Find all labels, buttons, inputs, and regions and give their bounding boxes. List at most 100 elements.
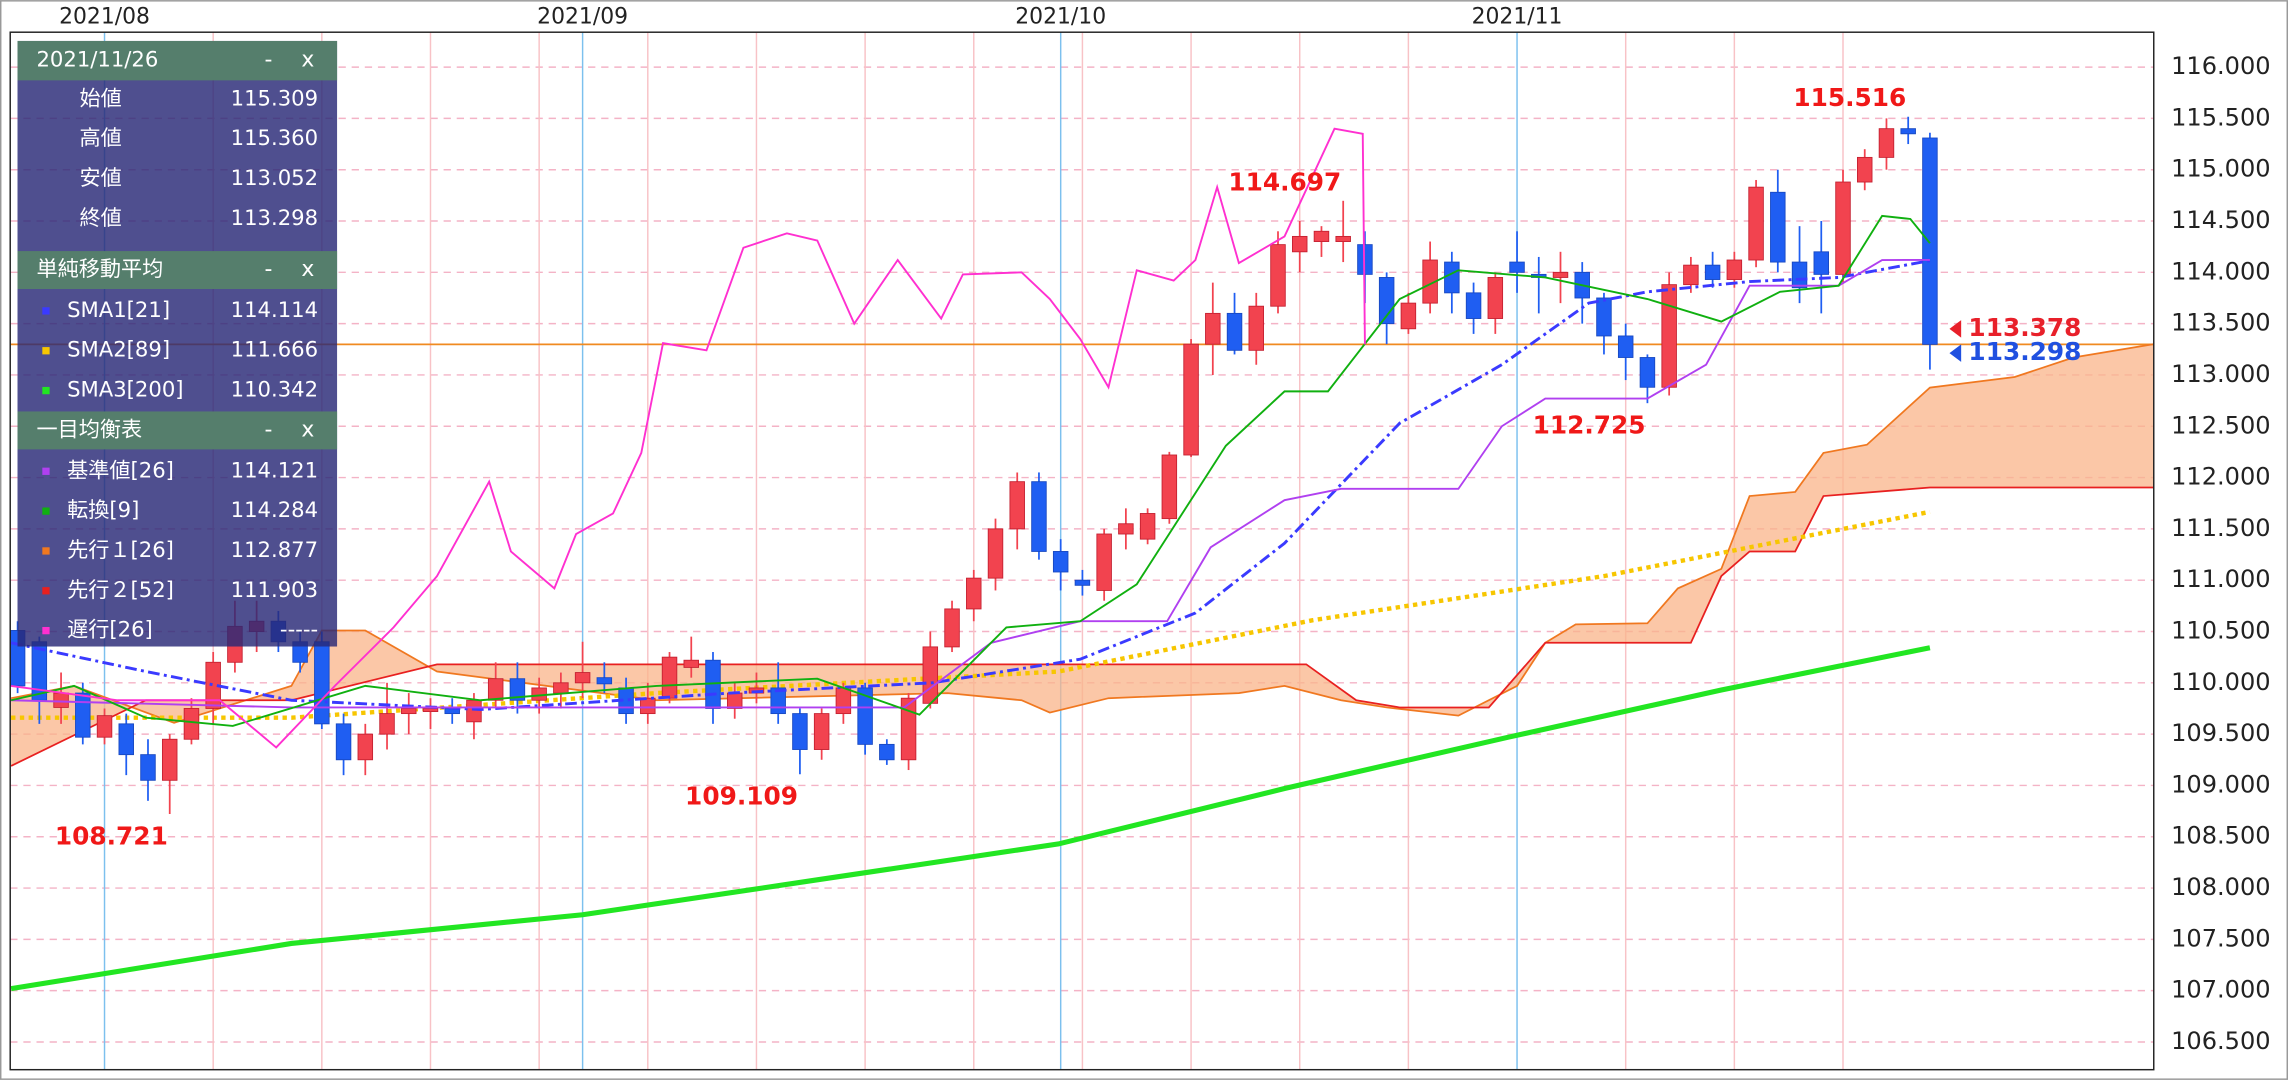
y-tick-label: 109.500 bbox=[2171, 719, 2271, 747]
candle-body bbox=[792, 713, 808, 750]
panel-header bbox=[17, 251, 338, 290]
candle-body bbox=[1922, 137, 1938, 345]
legend-value: 111.666 bbox=[231, 337, 318, 362]
y-tick-label: 115.500 bbox=[2171, 103, 2271, 131]
candle-body bbox=[183, 708, 200, 740]
panel-header bbox=[17, 411, 338, 450]
candle-body bbox=[1313, 230, 1330, 242]
y-tick-label: 110.500 bbox=[2171, 616, 2271, 644]
annotation: 112.725 bbox=[1533, 411, 1646, 440]
candle-body bbox=[1878, 128, 1895, 158]
candle-body bbox=[1856, 156, 1873, 183]
candle-body bbox=[1770, 191, 1786, 263]
candle-body bbox=[966, 577, 982, 610]
y-tick-label: 114.000 bbox=[2171, 257, 2271, 285]
indicator-line bbox=[10, 259, 1931, 711]
candle-body bbox=[314, 641, 330, 725]
candle-body bbox=[140, 754, 156, 781]
candle-body bbox=[422, 708, 439, 712]
price-arrow bbox=[1949, 344, 1962, 362]
candle-body bbox=[726, 692, 743, 709]
legend-name: SMA1[21] bbox=[67, 297, 170, 322]
y-tick-label: 112.000 bbox=[2171, 463, 2271, 491]
annotation: 115.516 bbox=[1793, 83, 1906, 112]
minimize-button[interactable]: - bbox=[265, 48, 273, 73]
legend-name: 転換[9] bbox=[67, 497, 139, 522]
ohlc-value: 113.298 bbox=[231, 205, 318, 230]
candle-body bbox=[1813, 251, 1830, 275]
candle-body bbox=[1205, 312, 1221, 345]
y-tick-label: 113.500 bbox=[2171, 309, 2271, 337]
candle-body bbox=[1183, 343, 1199, 456]
annotation: 108.721 bbox=[55, 821, 168, 850]
y-tick-label: 113.000 bbox=[2171, 360, 2271, 388]
legend-swatch bbox=[42, 386, 50, 395]
panel-header-title: 2021/11/26 bbox=[36, 47, 158, 72]
candle-body bbox=[879, 743, 895, 761]
indicator-line bbox=[11, 258, 1930, 709]
legend-value: 112.877 bbox=[231, 537, 318, 562]
candle-body bbox=[987, 528, 1004, 579]
candle-body bbox=[1118, 523, 1134, 535]
candle-body bbox=[1617, 335, 1634, 358]
candle-body bbox=[1248, 305, 1265, 351]
price-label: 113.298 bbox=[1968, 337, 2081, 366]
candle-body bbox=[1509, 261, 1525, 273]
x-tick-label: 2021/11 bbox=[1472, 5, 1563, 30]
candle-body bbox=[900, 697, 917, 761]
candle-body bbox=[813, 713, 830, 750]
legend-name: 先行１[26] bbox=[67, 537, 174, 562]
minimize-button[interactable]: - bbox=[265, 417, 273, 442]
y-tick-label: 108.000 bbox=[2171, 873, 2271, 901]
ohlc-label: 終値 bbox=[80, 205, 122, 230]
candle-body bbox=[401, 708, 417, 715]
legend-name: SMA3[200] bbox=[67, 377, 183, 402]
candle-body bbox=[357, 733, 374, 761]
cloud bbox=[11, 344, 2154, 766]
candle-body bbox=[1900, 128, 1916, 135]
candle-body bbox=[1661, 284, 1677, 388]
close-button[interactable]: x bbox=[301, 48, 314, 73]
candle-body bbox=[596, 677, 613, 685]
candle-body bbox=[1552, 271, 1569, 278]
close-button[interactable]: x bbox=[301, 257, 314, 282]
legend-swatch bbox=[42, 547, 50, 555]
y-tick-label: 115.000 bbox=[2171, 155, 2271, 183]
minimize-button[interactable]: - bbox=[265, 257, 273, 282]
close-button[interactable]: x bbox=[301, 417, 314, 442]
candle-body bbox=[1596, 297, 1612, 337]
candle-body bbox=[1031, 481, 1047, 552]
annotation: 114.697 bbox=[1228, 167, 1341, 196]
legend-name: SMA2[89] bbox=[67, 337, 170, 362]
annotation: 109.109 bbox=[685, 782, 798, 811]
ohlc-value: 113.052 bbox=[231, 165, 318, 190]
candle-body bbox=[487, 678, 504, 701]
x-tick-label: 2021/10 bbox=[1015, 5, 1106, 30]
y-tick-label: 112.500 bbox=[2171, 411, 2271, 439]
y-tick-label: 114.500 bbox=[2171, 206, 2271, 234]
candle-body bbox=[640, 697, 656, 715]
candle-body bbox=[553, 682, 569, 694]
y-tick-label: 108.500 bbox=[2171, 822, 2271, 850]
indicator-line bbox=[10, 645, 1931, 992]
indicator-line bbox=[10, 127, 1366, 749]
legend-value: 114.121 bbox=[231, 457, 318, 482]
candle-body bbox=[574, 672, 591, 684]
x-tick-label: 2021/09 bbox=[537, 5, 628, 30]
candle-body bbox=[835, 687, 852, 715]
x-tick-label: 2021/08 bbox=[59, 5, 150, 30]
candle-body bbox=[1465, 292, 1482, 319]
candle-body bbox=[1161, 454, 1178, 520]
candle-body bbox=[335, 723, 352, 761]
legend-value: 111.903 bbox=[231, 577, 318, 602]
candle-body bbox=[509, 678, 526, 701]
candle-body bbox=[1683, 264, 1699, 286]
candle-body bbox=[75, 692, 91, 738]
candle-body bbox=[1704, 264, 1721, 280]
legend-value: 114.284 bbox=[231, 497, 318, 522]
ohlc-value: 115.360 bbox=[231, 125, 318, 150]
candle-body bbox=[1270, 244, 1286, 307]
candle-body bbox=[1748, 186, 1764, 261]
